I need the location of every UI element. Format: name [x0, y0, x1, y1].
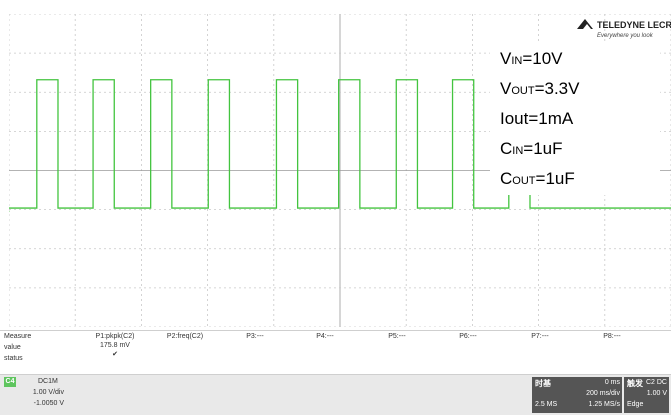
timebase-delay: 0 ms [604, 379, 620, 386]
measure-column[interactable]: P3:--- [220, 333, 290, 342]
measure-status: ✔ [112, 351, 118, 358]
channel-marker: C4 [9, 208, 10, 215]
measure-column[interactable]: P1:pkpk(C2) 175.8 mV ✔ [80, 333, 150, 358]
measure-name: P7:--- [531, 333, 549, 340]
measure-table: Measure value status P1:pkpk(C2) 175.8 mV… [0, 330, 671, 373]
measure-name: P1:pkpk(C2) [95, 333, 135, 340]
trace-c4 [9, 79, 671, 209]
param-cout: COUT=1uF [500, 169, 575, 188]
channel-tag: C4 [4, 377, 16, 387]
channel-scale: 1.00 V/div [32, 389, 64, 396]
value-label: value [4, 344, 21, 351]
svg-text:TELEDYNE LECROY: TELEDYNE LECROY [597, 20, 671, 30]
trigger-mode: Edge [627, 401, 644, 408]
trigger-label: 触发 [627, 379, 643, 388]
measure-column[interactable]: P6:--- [433, 333, 503, 342]
trigger-source: C2 DC [645, 379, 667, 386]
measure-name: P4:--- [316, 333, 334, 340]
test-conditions-box: VIN=10V VOUT=3.3V Iout=1mA CIN=1uF COUT=… [490, 43, 660, 195]
svg-text:Everywhere you look: Everywhere you look [597, 33, 654, 39]
timebase-descriptor[interactable]: 时基 0 ms 200 ms/div 2.5 MS 1.25 MS/s [532, 377, 622, 413]
channel-descriptor[interactable]: C4 DC1M 1.00 V/div -1.0050 V [4, 377, 64, 413]
measure-value: 175.8 mV [100, 342, 130, 349]
timebase-tdiv: 200 ms/div [586, 390, 620, 397]
timebase-rate: 1.25 MS/s [588, 401, 620, 408]
channel-coupling: DC1M [38, 378, 58, 385]
timebase-samples: 2.5 MS [535, 401, 558, 408]
measure-name: P2:freq(C2) [166, 333, 204, 340]
measure-name: P8:--- [603, 333, 621, 340]
measure-name: P3:--- [246, 333, 264, 340]
timebase-label: 时基 [535, 379, 551, 388]
param-iout: Iout=1mA [500, 109, 574, 128]
status-bar: C4 DC1M 1.00 V/div -1.0050 V 时基 0 ms 200… [0, 374, 671, 415]
measure-column[interactable]: P7:--- [505, 333, 575, 342]
measure-name: P5:--- [388, 333, 406, 340]
measure-label: Measure [4, 333, 32, 340]
measure-column[interactable]: P8:--- [577, 333, 647, 342]
measure-column[interactable]: P4:--- [290, 333, 360, 342]
param-vin: VIN=10V [500, 49, 563, 68]
measure-column[interactable]: P5:--- [362, 333, 432, 342]
teledyne-lecroy-logo: TELEDYNE LECROY Everywhere you look [575, 17, 671, 39]
status-label: status [4, 355, 23, 362]
measure-column[interactable]: P2:freq(C2) [150, 333, 220, 342]
measure-name: P6:--- [459, 333, 477, 340]
param-vout: VOUT=3.3V [500, 79, 580, 98]
param-cin: CIN=1uF [500, 139, 563, 158]
trigger-level: 1.00 V [646, 390, 667, 397]
trigger-descriptor[interactable]: 触发 C2 DC 1.00 V Edge [624, 377, 669, 413]
channel-offset: -1.0050 V [33, 400, 64, 407]
